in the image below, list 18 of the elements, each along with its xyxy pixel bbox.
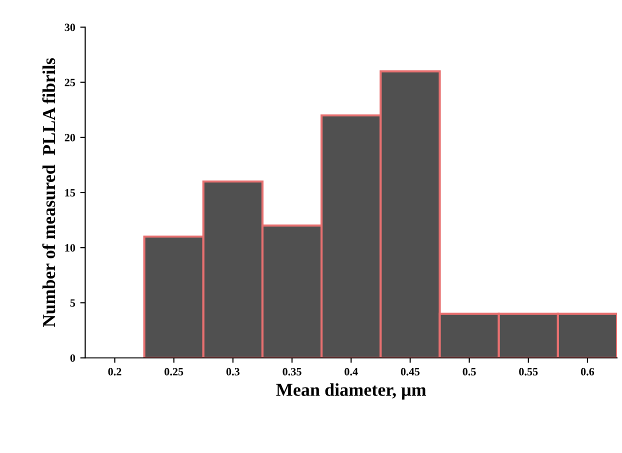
x-tick-label: 0.55	[519, 368, 538, 376]
y-tick-label: 5	[70, 299, 76, 307]
x-tick-label: 0.45	[400, 368, 420, 376]
y-tick-label: 0	[70, 354, 76, 362]
y-tick-label: 15	[65, 189, 76, 196]
x-tick-label: 0.5	[462, 368, 476, 376]
y-tick-label: 20	[64, 134, 76, 142]
x-tick-label: 0.25	[164, 368, 184, 376]
y-tick-label: 25	[64, 78, 76, 86]
y-tick-label: 30	[64, 24, 76, 32]
x-tick-label: 0.4	[344, 368, 358, 376]
x-tick-label: 0.2	[108, 368, 122, 376]
y-axis-title: Number of measured PLLA fibrils	[42, 58, 56, 328]
x-tick-label: 0.6	[580, 368, 594, 376]
x-tick-label: 0.3	[226, 368, 240, 376]
y-tick-label: 10	[65, 244, 76, 252]
x-axis-title: Mean diameter, μm	[276, 383, 426, 400]
x-tick-label: 0.35	[282, 368, 302, 376]
